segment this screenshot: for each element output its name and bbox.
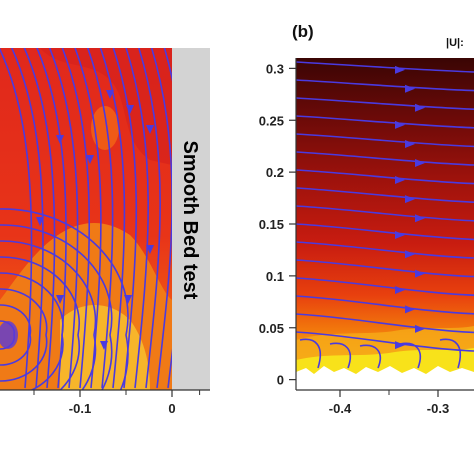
panel-a-streamline xyxy=(23,48,56,389)
panel-b-y-tick-label: 0.15 xyxy=(259,217,284,232)
panel-b-arrow xyxy=(395,341,405,350)
panel-a-field xyxy=(0,48,172,390)
panel-b-streamline xyxy=(296,223,474,241)
panel-a-streamline xyxy=(86,48,114,389)
panel-a-streamline xyxy=(48,48,79,389)
panel-a-streamline xyxy=(0,48,33,389)
panel-a-x-tick-label: -0.1 xyxy=(69,401,91,416)
panel-a-streamline xyxy=(112,48,138,389)
panel-a-vortex-line xyxy=(0,224,113,390)
panel-b-label: (b) xyxy=(292,22,314,41)
panel-a-x-tick-label: 0 xyxy=(168,401,175,416)
panel-b-streamline xyxy=(296,331,474,352)
panel-b-streamline xyxy=(296,313,474,334)
panel-b-near-bed-streamline xyxy=(299,338,322,369)
panel-b-background xyxy=(296,58,474,378)
panel-a-dark-region xyxy=(0,48,172,165)
panel-a-blob xyxy=(91,106,119,150)
panel-b-arrow xyxy=(395,230,405,239)
panel-a-x-ticks: -0.1 0 xyxy=(33,390,201,416)
panel-b-streamline xyxy=(296,241,474,259)
panel-b-arrow xyxy=(395,120,405,129)
panel-b-streamline xyxy=(296,169,474,185)
panel-a-vortex-line xyxy=(0,208,129,390)
panel-a-streamlines xyxy=(0,48,172,390)
panel-a-arrow xyxy=(124,295,132,304)
panel-b-y-tick-label: 0.25 xyxy=(259,113,284,128)
panel-b-near-bed-streamline xyxy=(399,342,422,369)
panel-a-arrow xyxy=(146,245,154,254)
panel-b-streamline xyxy=(296,151,474,166)
panel-b-near-bed-streamline xyxy=(329,342,352,369)
panel-b-streamline xyxy=(296,295,474,315)
panel-a-streamline xyxy=(74,48,102,389)
panel-a-streamline xyxy=(10,48,44,389)
panel-a-arrow xyxy=(126,105,134,114)
panel-b-streamline xyxy=(296,277,474,296)
panel-a-arrow xyxy=(56,135,64,144)
panel-b-y-tick-label: 0.05 xyxy=(259,321,284,336)
side-text: Smooth Bed test xyxy=(179,141,201,300)
panel-b-streamline xyxy=(296,115,474,129)
panel-b-x-tick-label: -0.4 xyxy=(329,401,352,416)
panel-b-arrow xyxy=(395,286,405,295)
panel-a-vortex-line xyxy=(0,304,32,366)
panel-b: (b) |U|: 0 0.05 0.1 0.15 0.2 0.25 0.3 -0.4 -0.3 xyxy=(259,22,474,416)
panel-b-arrow xyxy=(415,214,425,223)
panel-a-arrow xyxy=(146,125,154,134)
panel-b-x-ticks: -0.4 -0.3 xyxy=(329,390,449,416)
wall-region xyxy=(172,48,210,390)
panel-a-vortex-line xyxy=(0,256,81,390)
panel-a-streamline xyxy=(150,48,172,389)
panel-b-streamline xyxy=(296,133,474,148)
panel-b-arrow xyxy=(415,269,425,278)
panel-a-arrow xyxy=(56,295,64,304)
panel-b-arrow xyxy=(415,324,425,333)
panel-b-bed xyxy=(296,366,474,390)
panel-b-x-tick-label: -0.3 xyxy=(427,401,449,416)
panel-a-streamline xyxy=(125,48,149,389)
panel-a-arrow xyxy=(106,90,114,99)
panel-b-y-tick-label: 0 xyxy=(277,373,284,388)
panel-b-arrow xyxy=(415,103,425,112)
panel-a-streamline xyxy=(99,48,126,389)
panel-a-streamline xyxy=(61,48,90,389)
panel-b-streamline xyxy=(296,97,474,110)
panel-b-arrow xyxy=(405,139,415,148)
panel-b-arrow xyxy=(395,175,405,184)
panel-b-streamline xyxy=(296,61,474,73)
panel-b-streamline xyxy=(296,79,474,92)
panel-a-arrow xyxy=(36,217,44,226)
panel-b-arrow xyxy=(405,195,415,204)
panel-b-arrow xyxy=(415,159,425,168)
panel-b-arrow xyxy=(405,305,415,314)
panel-b-y-tick-label: 0.3 xyxy=(266,61,284,76)
panel-b-arrow xyxy=(405,250,415,259)
panel-b-near-bed-streamline xyxy=(359,344,382,369)
panel-b-streamline xyxy=(296,187,474,203)
panel-a-vortex-core xyxy=(0,321,18,349)
colorbar-label: |U|: xyxy=(446,37,464,49)
panel-b-y-tick-label: 0.1 xyxy=(266,269,284,284)
panel-b-streamlines xyxy=(296,61,474,369)
panel-b-y-ticks: 0 0.05 0.1 0.15 0.2 0.25 0.3 xyxy=(259,61,296,388)
panel-a-vortex-line xyxy=(0,240,97,390)
panel-b-arrow xyxy=(395,65,405,74)
panel-a-arrow xyxy=(86,155,94,164)
panel-b-y-tick-label: 0.2 xyxy=(266,165,284,180)
panel-b-near-bed-streamline xyxy=(439,338,462,369)
panel-a-arrow xyxy=(100,341,108,350)
panel-b-streamline xyxy=(296,205,474,222)
panel-b-arrow xyxy=(405,84,415,93)
panel-b-field xyxy=(296,58,474,390)
panel-a-streamline xyxy=(138,48,161,389)
panel-a: Smooth Bed test -0.1 0 xyxy=(0,48,210,416)
panel-b-streamline xyxy=(296,259,474,278)
panel-a-vortex-line xyxy=(0,288,48,382)
